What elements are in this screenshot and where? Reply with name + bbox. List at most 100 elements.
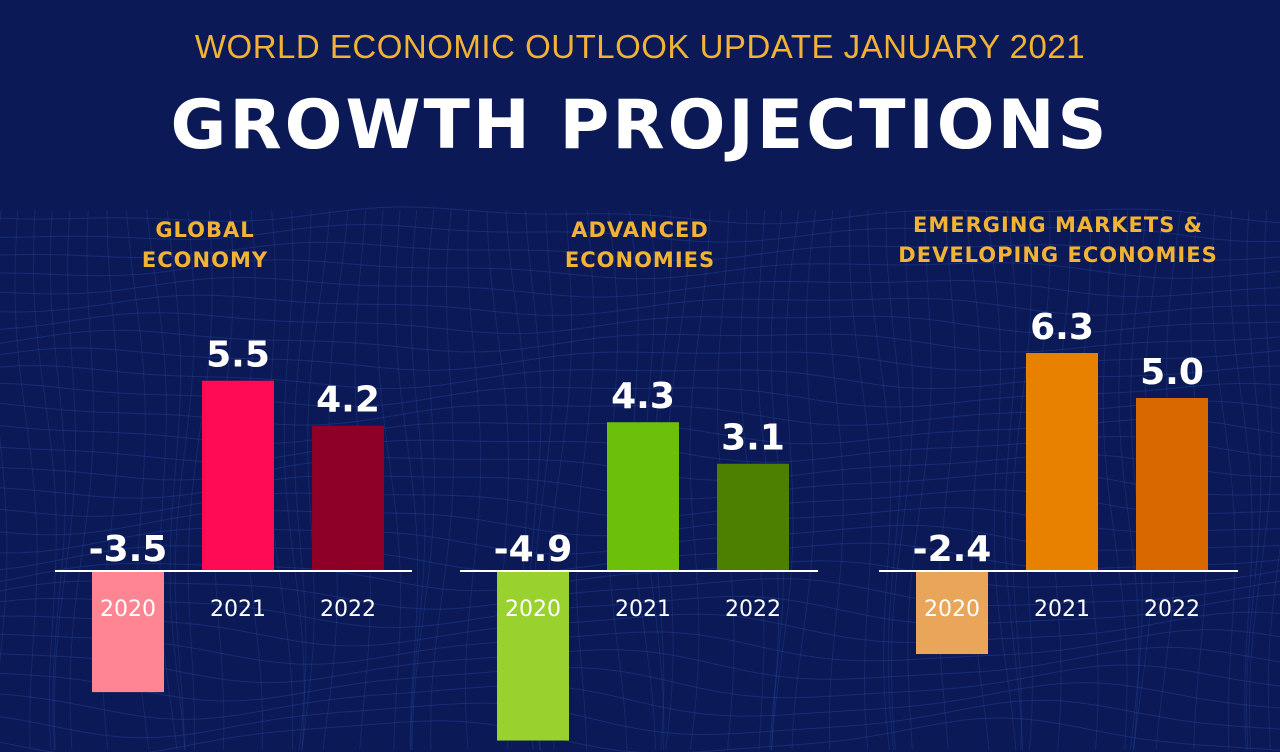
grid-line — [1129, 209, 1147, 751]
grid-line — [791, 209, 817, 751]
panel-title-advanced: ADVANCED ECONOMIES — [500, 215, 780, 275]
grid-line — [0, 699, 1280, 739]
tick-label-global-2022: 2022 — [320, 597, 376, 622]
grid-line — [890, 209, 914, 751]
panel-title-emerging: EMERGING MARKETS & DEVELOPING ECONOMIES — [868, 210, 1248, 270]
bar-global-2020 — [92, 571, 164, 693]
tick-label-emerging-2022: 2022 — [1144, 597, 1200, 622]
value-label-emerging-2021: 6.3 — [1030, 307, 1094, 348]
grid-line — [146, 209, 178, 751]
grid-line — [293, 209, 312, 751]
grid-line — [0, 578, 1280, 610]
grid-line — [1267, 545, 1280, 751]
grid-line — [0, 329, 1280, 353]
bar-advanced-2022 — [717, 463, 789, 571]
tick-label-global-2021: 2021 — [210, 597, 266, 622]
grid-line — [964, 209, 990, 751]
grid-line — [849, 209, 873, 751]
grid-line — [395, 209, 419, 751]
grid-line — [0, 206, 1280, 225]
grid-line — [938, 209, 956, 751]
grid-line — [0, 259, 1280, 280]
value-label-global-2020: -3.5 — [89, 529, 168, 570]
grid-line — [1102, 209, 1128, 751]
bar-emerging-2021 — [1026, 353, 1098, 571]
grid-line — [0, 682, 1280, 720]
tick-label-emerging-2021: 2021 — [1034, 597, 1090, 622]
value-label-global-2022: 4.2 — [316, 380, 380, 421]
panel-title-global-line1: GLOBAL — [155, 218, 255, 242]
grid-line — [166, 209, 186, 751]
tick-label-advanced-2021: 2021 — [615, 597, 671, 622]
value-label-emerging-2022: 5.0 — [1140, 352, 1204, 393]
bar-emerging-2020 — [916, 571, 988, 655]
grid-line — [53, 209, 77, 751]
bar-global-2021 — [202, 380, 274, 571]
value-label-advanced-2021: 4.3 — [611, 376, 675, 417]
panel-title-global-line2: ECONOMY — [141, 248, 269, 272]
tick-label-advanced-2022: 2022 — [725, 597, 781, 622]
grid-line — [1004, 209, 1023, 751]
tick-label-advanced-2020: 2020 — [505, 597, 561, 622]
panel-title-advanced-line2: ECONOMIES — [564, 248, 716, 272]
bar-chart-advanced: -4.9 2020 4.3 2021 3.1 2022 — [460, 376, 818, 741]
grid-line — [377, 209, 402, 751]
panel-title-emerging-line2: DEVELOPING ECONOMIES — [898, 243, 1218, 267]
grid-line — [1118, 209, 1140, 751]
grid-line — [0, 241, 1280, 262]
grid-line — [0, 209, 8, 666]
grid-line — [1211, 209, 1236, 751]
bar-global-2022 — [312, 425, 384, 571]
grid-line — [301, 209, 331, 751]
grid-line — [49, 209, 67, 751]
page-title: GROWTH PROJECTIONS — [170, 86, 1110, 165]
bar-chart-emerging: -2.4 2020 6.3 2021 5.0 2022 — [879, 307, 1238, 655]
grid-line — [0, 629, 1280, 665]
value-label-advanced-2022: 3.1 — [721, 418, 785, 459]
grid-line — [0, 594, 1280, 629]
grid-line — [14, 209, 38, 751]
grid-line — [985, 209, 1017, 751]
value-label-emerging-2020: -2.4 — [913, 529, 992, 570]
panel-title-global: GLOBAL ECONOMY — [85, 215, 325, 275]
grid-line — [907, 209, 932, 751]
grid-line — [828, 209, 844, 751]
grid-line — [575, 209, 595, 751]
grid-line — [0, 312, 1280, 335]
grid-line — [430, 209, 454, 751]
grid-line — [0, 664, 1280, 702]
grid-line — [1011, 209, 1032, 751]
grid-line — [1248, 209, 1273, 751]
grid-line — [283, 209, 305, 751]
grid-line — [0, 646, 1280, 684]
grid-line — [0, 611, 1280, 647]
grid-line — [885, 210, 902, 751]
tick-label-emerging-2020: 2020 — [924, 597, 980, 622]
grid-line — [0, 276, 1280, 298]
grid-line — [69, 209, 95, 751]
bar-advanced-2020 — [497, 571, 569, 741]
grid-line — [410, 209, 426, 751]
grid-line — [1229, 209, 1253, 751]
report-supertitle: WORLD ECONOMIC OUTLOOK UPDATE JANUARY 20… — [194, 28, 1086, 65]
grid-line — [0, 294, 1280, 316]
grid-line — [689, 209, 711, 751]
value-label-advanced-2020: -4.9 — [494, 529, 573, 570]
panel-title-emerging-line1: EMERGING MARKETS & — [913, 213, 1203, 237]
grid-line — [174, 209, 195, 751]
panel-title-advanced-line1: ADVANCED — [571, 218, 709, 242]
grid-line — [411, 209, 435, 751]
grid-line — [1245, 209, 1262, 751]
grid-line — [770, 209, 800, 751]
grid-line — [0, 223, 1280, 243]
grid-line — [464, 209, 482, 751]
grid-line — [867, 209, 892, 751]
grid-line — [0, 717, 1280, 752]
grid-line — [187, 209, 213, 751]
bar-emerging-2022 — [1136, 398, 1208, 571]
bar-chart-global: -3.5 2020 5.5 2021 4.2 2022 — [55, 335, 412, 693]
value-label-global-2021: 5.5 — [206, 335, 270, 376]
tick-label-global-2020: 2020 — [100, 597, 156, 622]
grid-line — [32, 209, 57, 751]
